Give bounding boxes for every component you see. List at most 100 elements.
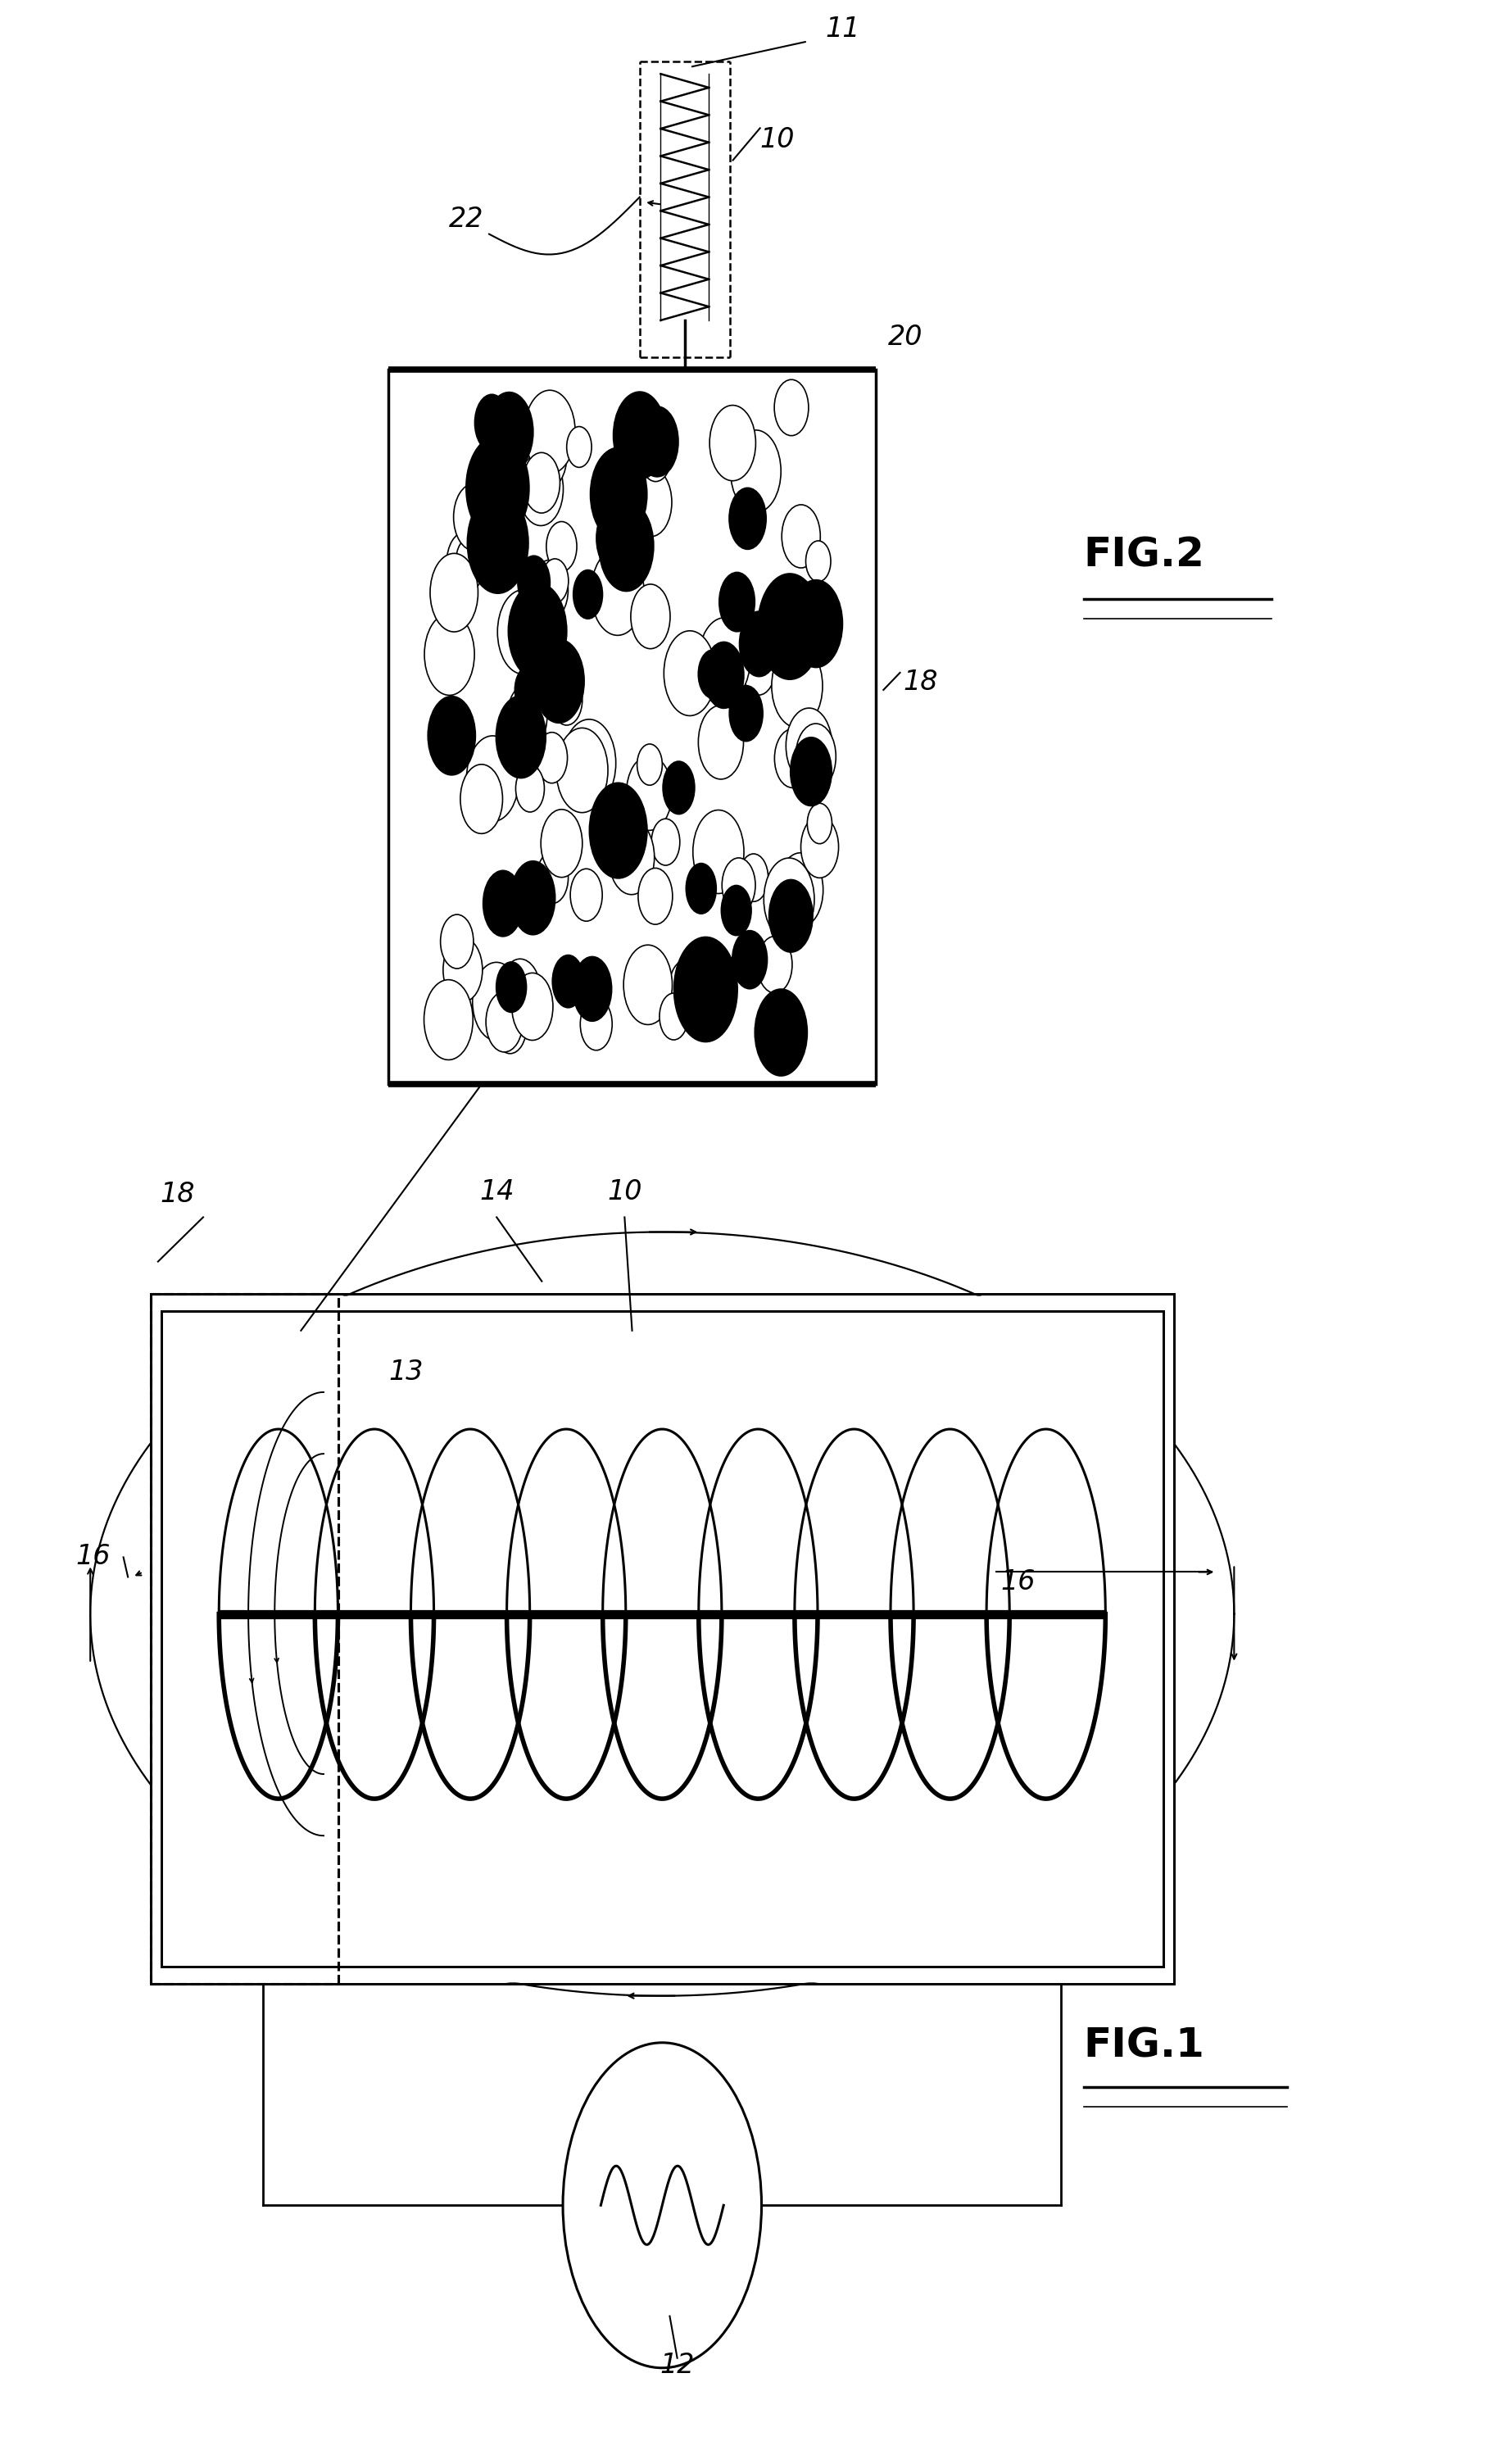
Circle shape: [638, 867, 673, 924]
Circle shape: [698, 705, 743, 779]
Circle shape: [789, 579, 843, 668]
Circle shape: [652, 818, 680, 865]
Circle shape: [730, 431, 781, 513]
Circle shape: [424, 614, 474, 695]
Text: 14: 14: [479, 1178, 515, 1205]
Circle shape: [453, 483, 495, 549]
Circle shape: [772, 643, 823, 727]
Circle shape: [801, 816, 838, 877]
Circle shape: [591, 793, 620, 840]
Circle shape: [670, 958, 704, 1015]
Circle shape: [512, 973, 552, 1040]
Circle shape: [572, 956, 613, 1023]
Circle shape: [757, 574, 823, 680]
Circle shape: [524, 389, 575, 473]
Circle shape: [530, 429, 566, 488]
Circle shape: [673, 936, 737, 1042]
Text: 11: 11: [825, 15, 861, 42]
Circle shape: [570, 870, 602, 922]
Circle shape: [456, 540, 482, 582]
Circle shape: [427, 695, 476, 776]
Circle shape: [786, 707, 832, 784]
Circle shape: [531, 559, 567, 621]
Text: 10: 10: [760, 126, 795, 153]
Circle shape: [500, 958, 540, 1027]
Circle shape: [728, 685, 763, 742]
Circle shape: [467, 493, 530, 594]
Circle shape: [790, 737, 832, 806]
Text: 18: 18: [903, 668, 938, 695]
Circle shape: [518, 554, 551, 611]
Circle shape: [430, 554, 479, 631]
Text: FIG.2: FIG.2: [1084, 535, 1204, 574]
Circle shape: [483, 870, 524, 936]
Circle shape: [709, 404, 756, 480]
Circle shape: [742, 641, 775, 695]
Circle shape: [754, 988, 808, 1077]
Circle shape: [546, 522, 576, 572]
Circle shape: [631, 584, 670, 648]
Bar: [152, 1296, 1172, 1981]
Circle shape: [474, 394, 510, 451]
Circle shape: [763, 857, 814, 941]
Circle shape: [572, 569, 604, 618]
Circle shape: [637, 744, 662, 786]
Circle shape: [781, 505, 820, 567]
Circle shape: [698, 648, 728, 700]
Circle shape: [442, 939, 483, 1003]
Circle shape: [626, 756, 673, 830]
Text: 16: 16: [75, 1542, 111, 1570]
Circle shape: [766, 594, 813, 670]
Circle shape: [581, 998, 613, 1050]
Text: 16: 16: [1001, 1567, 1035, 1594]
Circle shape: [424, 981, 473, 1060]
Circle shape: [467, 737, 519, 821]
Circle shape: [613, 392, 667, 480]
Circle shape: [739, 855, 768, 902]
Circle shape: [495, 961, 527, 1013]
Circle shape: [542, 559, 569, 604]
Circle shape: [698, 618, 749, 702]
Circle shape: [507, 685, 546, 749]
Circle shape: [662, 761, 695, 816]
Circle shape: [805, 540, 831, 582]
Circle shape: [498, 589, 549, 675]
Circle shape: [775, 729, 810, 788]
Circle shape: [718, 572, 756, 633]
Text: 22: 22: [448, 205, 485, 232]
Circle shape: [519, 453, 563, 525]
Circle shape: [461, 764, 503, 833]
Text: FIG.1: FIG.1: [1084, 2025, 1204, 2065]
Circle shape: [516, 766, 545, 813]
Circle shape: [563, 2043, 762, 2368]
Circle shape: [510, 860, 555, 936]
Circle shape: [659, 993, 688, 1040]
Circle shape: [507, 582, 567, 680]
Circle shape: [494, 1000, 527, 1055]
Circle shape: [757, 936, 792, 993]
Circle shape: [635, 407, 679, 478]
Circle shape: [524, 453, 560, 513]
Circle shape: [692, 811, 743, 894]
Circle shape: [722, 857, 756, 912]
Circle shape: [731, 929, 768, 991]
Circle shape: [596, 503, 638, 574]
Circle shape: [739, 611, 780, 678]
Text: 12: 12: [659, 2351, 695, 2378]
Text: 20: 20: [888, 323, 923, 350]
Bar: [152, 1296, 1172, 1981]
Circle shape: [721, 885, 752, 936]
Text: 13: 13: [388, 1358, 424, 1385]
Circle shape: [486, 993, 522, 1052]
Circle shape: [631, 468, 671, 537]
Text: 18: 18: [160, 1180, 196, 1207]
Circle shape: [591, 549, 644, 636]
Circle shape: [533, 638, 585, 724]
Circle shape: [536, 732, 567, 784]
Circle shape: [778, 853, 823, 926]
Circle shape: [623, 946, 673, 1025]
Circle shape: [728, 488, 768, 549]
Circle shape: [540, 808, 582, 877]
Circle shape: [473, 963, 521, 1040]
Circle shape: [640, 431, 671, 480]
